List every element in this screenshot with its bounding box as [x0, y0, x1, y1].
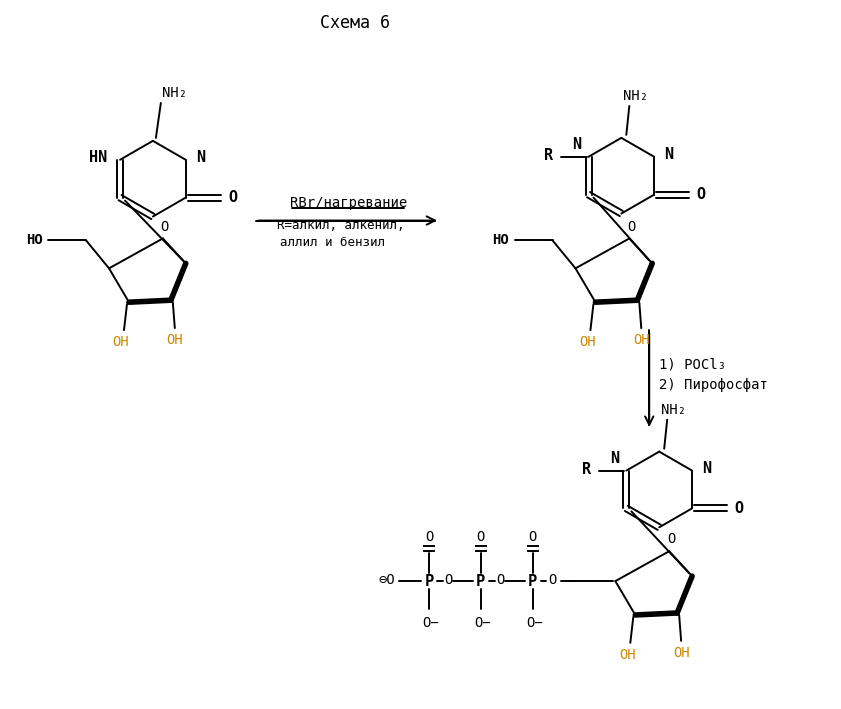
Text: O: O [627, 220, 636, 233]
Text: NH₂: NH₂ [622, 89, 648, 103]
Text: P: P [425, 574, 433, 588]
Text: N: N [572, 138, 581, 152]
Text: O: O [734, 501, 743, 516]
Text: HO: HO [26, 233, 43, 247]
Text: аллил и бензил: аллил и бензил [280, 236, 385, 249]
Text: O: O [528, 530, 537, 545]
Text: HO: HO [492, 233, 509, 247]
Text: N: N [664, 147, 674, 162]
Text: OH: OH [579, 335, 595, 349]
Text: NH₂: NH₂ [162, 86, 188, 100]
Text: O: O [667, 532, 675, 546]
Text: O: O [445, 573, 453, 587]
Text: O−: O− [474, 616, 491, 630]
Text: OH: OH [619, 648, 636, 661]
Text: N: N [702, 461, 711, 476]
Text: HN: HN [89, 150, 108, 165]
Text: O: O [228, 190, 237, 205]
Text: O: O [477, 530, 485, 545]
Text: OH: OH [673, 646, 690, 660]
Text: Схема 6: Схема 6 [320, 14, 390, 33]
Text: OH: OH [113, 335, 130, 349]
Text: R: R [544, 148, 553, 163]
Text: NH₂: NH₂ [660, 403, 685, 417]
Text: O: O [496, 573, 505, 587]
Text: OH: OH [633, 333, 649, 347]
Text: RBr/нагревание: RBr/нагревание [289, 196, 407, 210]
Text: P: P [528, 574, 537, 588]
Text: ⊖O: ⊖O [378, 573, 395, 587]
Text: O: O [548, 573, 557, 587]
Text: O: O [161, 220, 169, 233]
Text: R: R [582, 462, 591, 477]
Text: N: N [196, 150, 205, 165]
Text: P: P [476, 574, 485, 588]
Text: O: O [696, 187, 706, 202]
Text: O−: O− [422, 616, 439, 630]
Text: 2) Пирофосфат: 2) Пирофосфат [659, 378, 768, 392]
Text: 1) POCl₃: 1) POCl₃ [659, 358, 727, 372]
Text: R=алкил, алкенил,: R=алкил, алкенил, [277, 219, 404, 232]
Text: O−: O− [526, 616, 543, 630]
Text: O: O [425, 530, 433, 545]
Text: N: N [610, 451, 619, 466]
Text: OH: OH [167, 333, 183, 347]
